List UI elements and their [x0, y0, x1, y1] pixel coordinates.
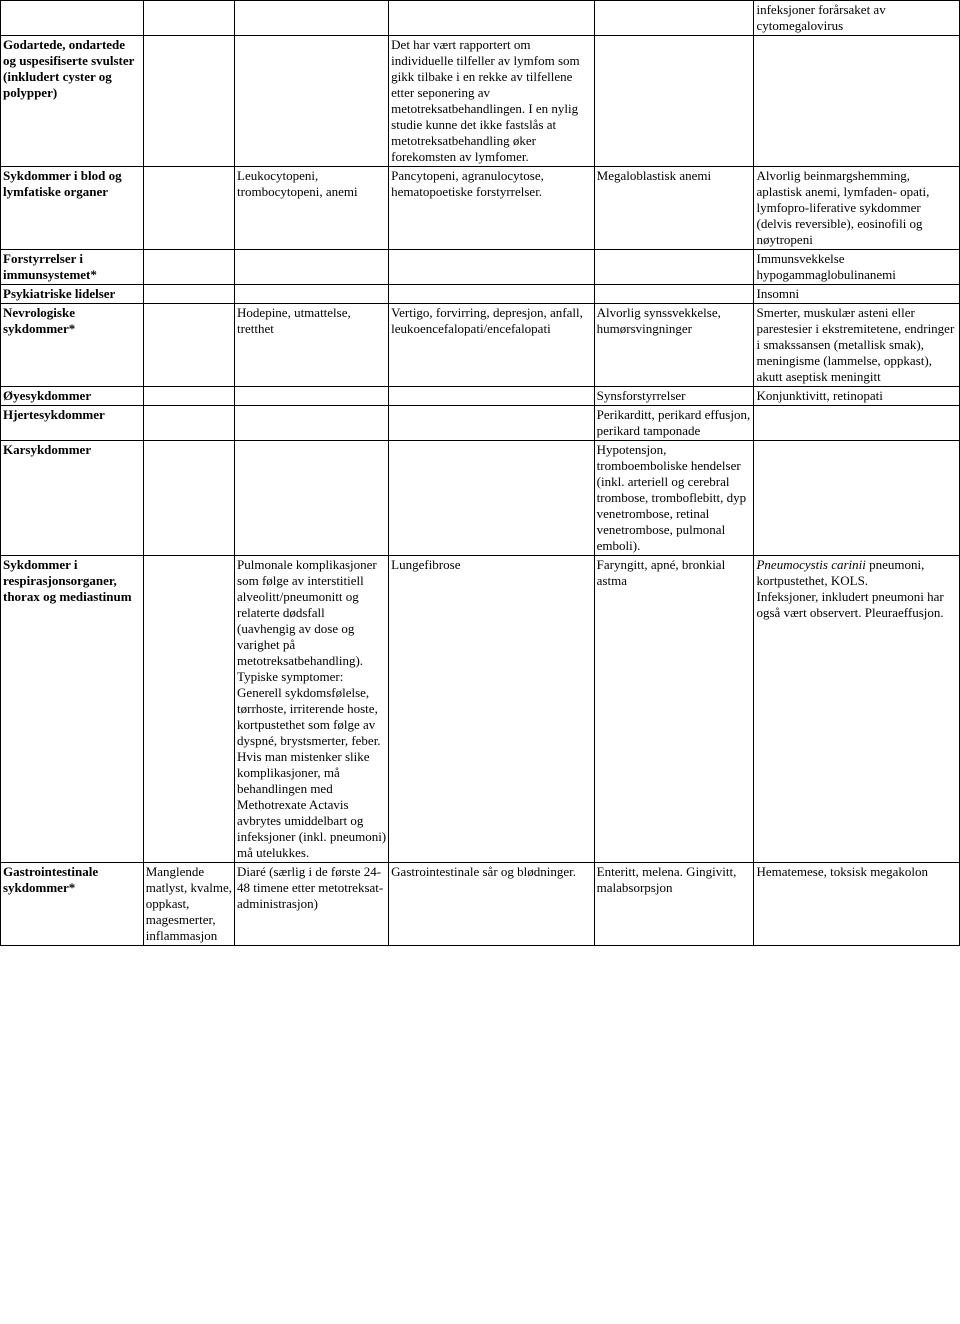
table-cell: [594, 36, 754, 167]
table-cell: Manglende matlyst, kvalme, oppkast, mage…: [143, 863, 234, 946]
table-cell: [389, 406, 595, 441]
table-cell: [143, 285, 234, 304]
row-header-cell: Psykiatriske lidelser: [1, 285, 144, 304]
row-header-cell: Sykdommer i blod og lymfatiske organer: [1, 167, 144, 250]
table-cell: infeksjoner forårsaket av cytomegaloviru…: [754, 1, 960, 36]
table-cell: [143, 167, 234, 250]
row-header-cell: Forstyrrelser i immunsystemet*: [1, 250, 144, 285]
table-cell: Lungefibrose: [389, 556, 595, 863]
table-cell: Alvorlig synssvekkelse, humørsvingninger: [594, 304, 754, 387]
table-cell: [754, 36, 960, 167]
table-cell: Pneumocystis carinii pneumoni, kortpuste…: [754, 556, 960, 863]
table-cell: [235, 387, 389, 406]
table-cell: Synsforstyrrelser: [594, 387, 754, 406]
table-row: Psykiatriske lidelser Insomni: [1, 285, 960, 304]
table-cell: Insomni: [754, 285, 960, 304]
table-row: Sykdommer i blod og lymfatiske organer Le…: [1, 167, 960, 250]
table-row: Godartede, ondartede og uspesifiserte sv…: [1, 36, 960, 167]
row-header-cell: [1, 1, 144, 36]
table-cell: Det har vært rapportert om individuelle …: [389, 36, 595, 167]
table-cell: [389, 387, 595, 406]
table-cell: [143, 406, 234, 441]
table-cell: [389, 441, 595, 556]
row-header-cell: Nevrologiske sykdommer*: [1, 304, 144, 387]
table-cell: Smerter, muskulær asteni eller parestesi…: [754, 304, 960, 387]
table-cell: [389, 285, 595, 304]
table-cell: Perikarditt, perikard effusjon, perikard…: [594, 406, 754, 441]
table-cell: Diaré (særlig i de første 24-48 timene e…: [235, 863, 389, 946]
table-row: Gastrointestinale sykdommer*Manglende ma…: [1, 863, 960, 946]
table-cell: [389, 1, 595, 36]
table-cell: [143, 556, 234, 863]
table-cell: [235, 250, 389, 285]
table-cell: Megaloblastisk anemi: [594, 167, 754, 250]
table-cell: Enteritt, melena. Gingivitt, malabsorpsj…: [594, 863, 754, 946]
table-cell: Gastrointestinale sår og blødninger.: [389, 863, 595, 946]
table-cell: [143, 250, 234, 285]
table-cell: [143, 441, 234, 556]
table-cell: [143, 387, 234, 406]
table-cell: Hypotensjon, tromboemboliske hendelser (…: [594, 441, 754, 556]
table-cell: [235, 285, 389, 304]
table-cell: Pulmonale komplikasjoner som følge av in…: [235, 556, 389, 863]
table-cell: [143, 1, 234, 36]
table-cell: Immunsvekkelse hypogammaglobulinanemi: [754, 250, 960, 285]
table-cell: Konjunktivitt, retinopati: [754, 387, 960, 406]
table-cell: [235, 441, 389, 556]
table-cell: Hodepine, utmattelse, tretthet: [235, 304, 389, 387]
table-row: Karsykdommer Hypotensjon, tromboemboliske…: [1, 441, 960, 556]
table-cell: [143, 36, 234, 167]
table-cell: Alvorlig beinmargshemming, aplastisk ane…: [754, 167, 960, 250]
table-cell: Pancytopeni, agranulocytose, hematopoeti…: [389, 167, 595, 250]
table-row: Sykdommer i respirasjonsorganer, thorax …: [1, 556, 960, 863]
table-cell: Vertigo, forvirring, depresjon, anfall, …: [389, 304, 595, 387]
table-row: Øyesykdommer SynsforstyrrelserKonjunktivi…: [1, 387, 960, 406]
table-cell: Leukocytopeni, trombocytopeni, anemi: [235, 167, 389, 250]
row-header-cell: Gastrointestinale sykdommer*: [1, 863, 144, 946]
table-row: Forstyrrelser i immunsystemet* Immunsvekk…: [1, 250, 960, 285]
row-header-cell: Øyesykdommer: [1, 387, 144, 406]
table-cell: [235, 406, 389, 441]
table-cell: Faryngitt, apné, bronkial astma: [594, 556, 754, 863]
row-header-cell: Karsykdommer: [1, 441, 144, 556]
table-cell: [754, 406, 960, 441]
table-row: Nevrologiske sykdommer* Hodepine, utmatte…: [1, 304, 960, 387]
table-cell: [594, 1, 754, 36]
table-row: Hjertesykdommer Perikarditt, perikard eff…: [1, 406, 960, 441]
table-cell: [235, 1, 389, 36]
row-header-cell: Godartede, ondartede og uspesifiserte sv…: [1, 36, 144, 167]
table-cell: [594, 285, 754, 304]
row-header-cell: Sykdommer i respirasjonsorganer, thorax …: [1, 556, 144, 863]
adverse-effects-table: infeksjoner forårsaket av cytomegaloviru…: [0, 0, 960, 946]
table-cell: [754, 441, 960, 556]
row-header-cell: Hjertesykdommer: [1, 406, 144, 441]
table-cell: [389, 250, 595, 285]
table-cell: [594, 250, 754, 285]
table-cell: [235, 36, 389, 167]
table-row: infeksjoner forårsaket av cytomegaloviru…: [1, 1, 960, 36]
table-cell: Hematemese, toksisk megakolon: [754, 863, 960, 946]
table-cell: [143, 304, 234, 387]
